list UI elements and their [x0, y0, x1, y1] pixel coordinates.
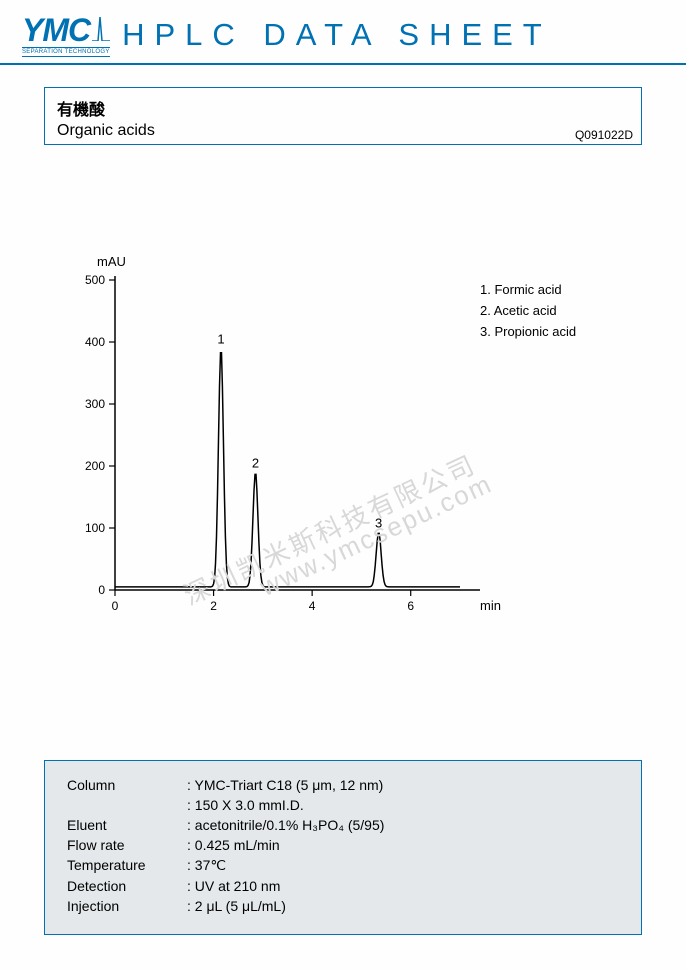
param-row: : 150 X 3.0 mmI.D. — [67, 797, 619, 813]
peak-legend: 1. Formic acid 2. Acetic acid 3. Propion… — [480, 280, 576, 342]
svg-text:6: 6 — [407, 599, 414, 613]
parameters-table: Column: YMC-Triart C18 (5 μm, 12 nm) : 15… — [44, 760, 642, 935]
header: YMC SEPARATION TECHNOLOGY HPLC DATA SHEE… — [0, 0, 686, 65]
param-label: Flow rate — [67, 837, 187, 853]
svg-text:mAU: mAU — [97, 254, 126, 269]
param-value: : UV at 210 nm — [187, 878, 619, 894]
logo-main-text: YMC — [22, 12, 90, 49]
param-row: Flow rate: 0.425 mL/min — [67, 837, 619, 853]
param-row: Detection: UV at 210 nm — [67, 878, 619, 894]
param-value: : 0.425 mL/min — [187, 837, 619, 853]
legend-item: 1. Formic acid — [480, 280, 576, 301]
title-box: 有機酸 Organic acids Q091022D — [44, 87, 642, 145]
svg-text:300: 300 — [85, 397, 105, 411]
logo-subtitle: SEPARATION TECHNOLOGY — [22, 47, 110, 57]
logo-text: YMC — [22, 12, 110, 49]
svg-text:4: 4 — [309, 599, 316, 613]
param-label: Injection — [67, 898, 187, 914]
svg-text:100: 100 — [85, 521, 105, 535]
svg-text:2: 2 — [210, 599, 217, 613]
svg-text:0: 0 — [98, 583, 105, 597]
param-value: : YMC-Triart C18 (5 μm, 12 nm) — [187, 777, 619, 793]
param-value: : 150 X 3.0 mmI.D. — [187, 797, 619, 813]
document-code: Q091022D — [575, 128, 633, 142]
page-title: HPLC DATA SHEET — [122, 17, 552, 53]
chromatogram-chart: mAU 0 100 200 300 400 500 0 2 4 6 min 1 2 3 1. Formic … — [60, 250, 640, 640]
legend-item: 3. Propionic acid — [480, 322, 576, 343]
param-label: Eluent — [67, 817, 187, 833]
logo: YMC SEPARATION TECHNOLOGY — [22, 12, 110, 57]
svg-text:min: min — [480, 598, 501, 613]
svg-text:3: 3 — [375, 515, 382, 530]
legend-item: 2. Acetic acid — [480, 301, 576, 322]
param-value: : acetonitrile/0.1% H₃PO₄ (5/95) — [187, 817, 619, 833]
param-value: : 2 μL (5 μL/mL) — [187, 898, 619, 914]
svg-text:200: 200 — [85, 459, 105, 473]
param-value: : 37℃ — [187, 857, 619, 874]
param-row: Injection: 2 μL (5 μL/mL) — [67, 898, 619, 914]
svg-text:0: 0 — [112, 599, 119, 613]
svg-text:400: 400 — [85, 335, 105, 349]
param-row: Column: YMC-Triart C18 (5 μm, 12 nm) — [67, 777, 619, 793]
title-english: Organic acids — [57, 122, 629, 140]
svg-text:1: 1 — [217, 331, 224, 346]
param-label: Temperature — [67, 857, 187, 874]
svg-text:2: 2 — [252, 455, 259, 470]
param-label: Column — [67, 777, 187, 793]
title-japanese: 有機酸 — [57, 96, 629, 120]
param-row: Eluent: acetonitrile/0.1% H₃PO₄ (5/95) — [67, 817, 619, 833]
svg-text:500: 500 — [85, 273, 105, 287]
param-label: Detection — [67, 878, 187, 894]
logo-peak-icon — [92, 12, 110, 49]
param-row: Temperature: 37℃ — [67, 857, 619, 874]
param-label — [67, 797, 187, 813]
